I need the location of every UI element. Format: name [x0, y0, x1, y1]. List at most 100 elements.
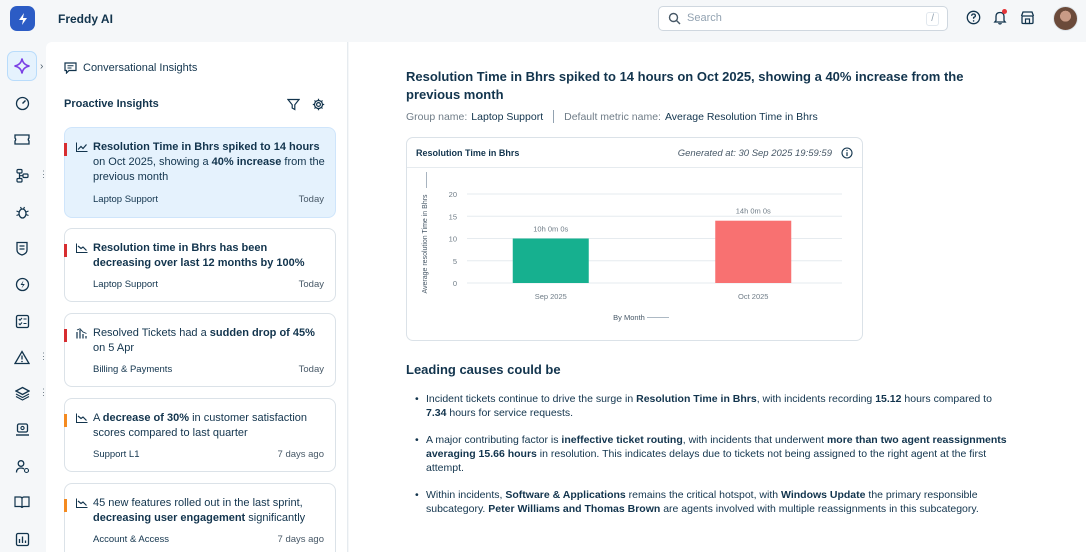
- trend-down-icon: [76, 498, 88, 508]
- search-input[interactable]: Search /: [658, 6, 948, 31]
- insight-date: Today: [298, 194, 324, 205]
- x-axis-label: By Month: [613, 313, 645, 322]
- expand-panel-chevron-icon[interactable]: ›: [40, 61, 44, 72]
- insights-panel: Conversational Insights Proactive Insigh…: [46, 42, 348, 552]
- admin-icon[interactable]: [10, 417, 34, 441]
- chart-divider: [407, 167, 862, 168]
- insight-card[interactable]: Resolved Tickets had a sudden drop of 45…: [64, 313, 336, 387]
- bar: [715, 220, 792, 283]
- bar: [512, 238, 589, 283]
- severity-flag: [64, 414, 67, 427]
- insight-date: Today: [298, 364, 324, 375]
- workflow-icon[interactable]: [10, 163, 34, 187]
- group-name-label: Group name:: [406, 110, 468, 123]
- user-avatar[interactable]: [1053, 6, 1078, 31]
- insight-meta: Group name: Laptop Support Default metri…: [406, 110, 818, 123]
- trend-down-icon: [76, 413, 88, 423]
- severity-flag: [64, 244, 67, 257]
- y-tick-label: 20: [449, 190, 457, 199]
- tasks-icon[interactable]: [10, 309, 34, 333]
- more-options-icon[interactable]: ⋮: [39, 351, 48, 361]
- store-icon[interactable]: [1020, 10, 1035, 25]
- app-title: Freddy AI: [58, 12, 113, 26]
- insight-group: Billing & Payments: [93, 364, 173, 375]
- assets-icon[interactable]: [10, 381, 34, 405]
- filter-icon[interactable]: [287, 98, 300, 111]
- y-tick-label: 15: [449, 212, 457, 221]
- generated-at: Generated at: 30 Sep 2025 19:59:59: [677, 148, 832, 159]
- more-options-icon[interactable]: ⋮: [39, 387, 48, 397]
- severity-flag: [64, 499, 67, 512]
- freddy-sparkle-icon[interactable]: [7, 51, 37, 81]
- search-placeholder: Search: [687, 12, 722, 24]
- insight-card[interactable]: Resolution Time in Bhrs spiked to 14 hou…: [64, 127, 336, 218]
- severity-flag: [64, 329, 67, 342]
- insight-card[interactable]: 45 new features rolled out in the last s…: [64, 483, 336, 552]
- insight-group: Laptop Support: [93, 279, 158, 290]
- dashboard-icon[interactable]: [10, 91, 34, 115]
- data-label: 14h 0m 0s: [736, 207, 771, 216]
- severity-flag: [64, 143, 67, 156]
- cause-item: A major contributing factor is ineffecti…: [415, 433, 1015, 475]
- insight-group: Account & Access: [93, 534, 170, 545]
- data-label: 10h 0m 0s: [533, 225, 568, 234]
- y-axis-label: Average resolution Time in Bhrs: [422, 194, 429, 294]
- y-tick-label: 5: [453, 257, 457, 266]
- help-icon[interactable]: [966, 10, 981, 25]
- insight-date: 7 days ago: [277, 449, 324, 460]
- freddy-logo-icon[interactable]: [10, 6, 35, 31]
- search-icon: [668, 12, 681, 25]
- group-name-value: Laptop Support: [471, 110, 544, 123]
- top-bar: Freddy AI Search /: [0, 0, 1086, 42]
- cause-item: Within incidents, Software & Application…: [415, 488, 1015, 516]
- insight-card[interactable]: Resolution time in Bhrs has been decreas…: [64, 228, 336, 302]
- changes-icon[interactable]: [10, 236, 34, 260]
- insight-text: Resolution Time in Bhrs spiked to 14 hou…: [93, 141, 325, 183]
- insight-text: 45 new features rolled out in the last s…: [93, 497, 306, 524]
- insight-group: Support L1: [93, 449, 140, 460]
- settings-gear-icon[interactable]: [312, 98, 325, 111]
- chart-title: Resolution Time in Bhrs: [416, 148, 520, 158]
- problems-icon[interactable]: [10, 200, 34, 224]
- bar-drop-icon: [76, 328, 88, 339]
- x-tick-label: Oct 2025: [738, 292, 768, 301]
- trend-down-icon: [76, 243, 88, 253]
- reports-icon[interactable]: [10, 527, 34, 551]
- insight-date: 7 days ago: [277, 534, 324, 545]
- metric-name-value: Average Resolution Time in Bhrs: [664, 110, 818, 123]
- metric-name-label: Default metric name:: [564, 110, 661, 123]
- more-options-icon[interactable]: ⋮: [39, 169, 48, 179]
- conversational-insights-label: Conversational Insights: [83, 62, 198, 74]
- tickets-icon[interactable]: [10, 127, 34, 151]
- x-tick-label: Sep 2025: [535, 292, 567, 301]
- info-icon[interactable]: [841, 147, 853, 159]
- chat-icon: [64, 62, 77, 74]
- notification-badge: [1002, 9, 1007, 14]
- insight-text: A decrease of 30% in customer satisfacti…: [93, 412, 308, 439]
- insight-text: Resolved Tickets had a sudden drop of 45…: [93, 327, 315, 354]
- insight-card[interactable]: A decrease of 30% in customer satisfacti…: [64, 398, 336, 472]
- insight-detail: Resolution Time in Bhrs spiked to 14 hou…: [349, 42, 1086, 552]
- left-nav-rail: › ⋮ ⋮ ⋮: [0, 42, 48, 552]
- y-tick-label: 0: [453, 279, 457, 288]
- y-tick-label: 10: [449, 235, 457, 244]
- meta-divider: [553, 110, 555, 123]
- releases-icon[interactable]: [10, 272, 34, 296]
- cause-item: Incident tickets continue to drive the s…: [415, 392, 1015, 420]
- alerts-icon[interactable]: [10, 345, 34, 369]
- trend-up-icon: [76, 142, 88, 152]
- insight-headline: Resolution Time in Bhrs spiked to 14 hou…: [406, 69, 964, 102]
- search-shortcut-key: /: [926, 12, 939, 26]
- solutions-icon[interactable]: [10, 490, 34, 514]
- bar-chart: 0 5 10 15 20 10h 0m 0s Sep 2025 14h 0m 0s Oct 20…: [422, 172, 842, 322]
- conversational-insights-link[interactable]: Conversational Insights: [64, 62, 197, 74]
- notification-bell-icon[interactable]: [993, 10, 1007, 25]
- chart-card: Resolution Time in Bhrs Generated at: 30…: [406, 137, 863, 341]
- insight-date: Today: [298, 279, 324, 290]
- causes-list: Incident tickets continue to drive the s…: [415, 392, 1015, 529]
- insight-group: Laptop Support: [93, 194, 158, 205]
- contacts-icon[interactable]: [10, 454, 34, 478]
- causes-title: Leading causes could be: [406, 362, 561, 377]
- insight-text: Resolution time in Bhrs has been decreas…: [93, 242, 305, 269]
- proactive-insights-title: Proactive Insights: [64, 98, 159, 110]
